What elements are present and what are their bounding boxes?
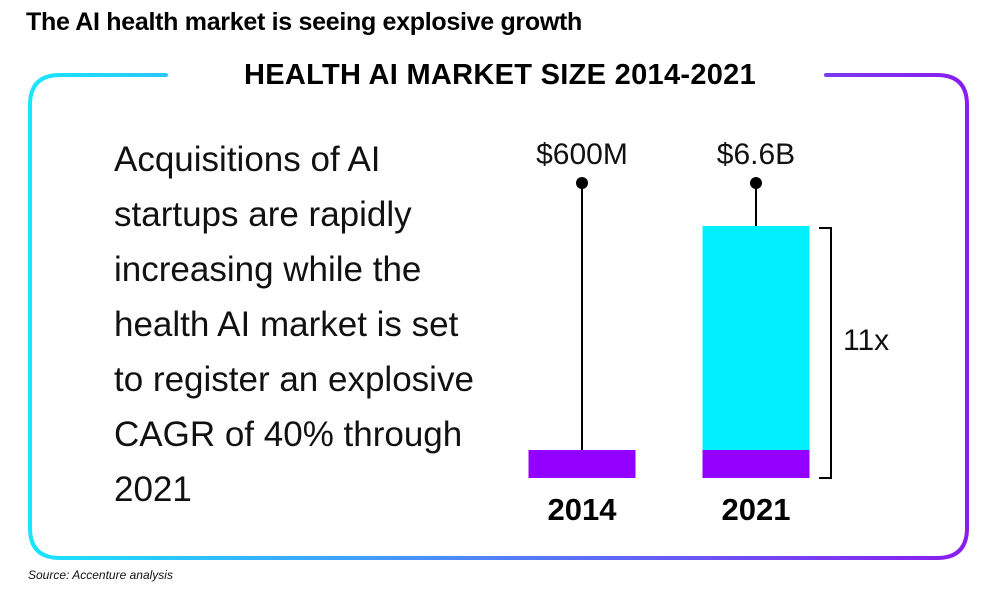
description-text: Acquisitions of AI startups are rapidly … <box>114 140 474 509</box>
leader-dot-2014 <box>576 177 588 189</box>
chart-title: HEALTH AI MARKET SIZE 2014-2021 <box>243 59 757 91</box>
bar-base-2014 <box>528 450 636 478</box>
leader-dot-2021 <box>750 177 762 189</box>
multiplier-bracket <box>819 227 832 479</box>
value-label-2014: $600M <box>536 138 628 171</box>
bar-base-2021 <box>702 450 810 478</box>
value-label-2021: $6.6B <box>717 138 795 171</box>
category-label-2021: 2021 <box>722 492 791 527</box>
source-note: Source: Accenture analysis <box>28 568 173 582</box>
bar-growth-2021 <box>702 226 810 450</box>
headline: The AI health market is seeing explosive… <box>26 8 582 36</box>
multiplier-label: 11x <box>843 324 889 357</box>
category-label-2014: 2014 <box>548 492 618 527</box>
